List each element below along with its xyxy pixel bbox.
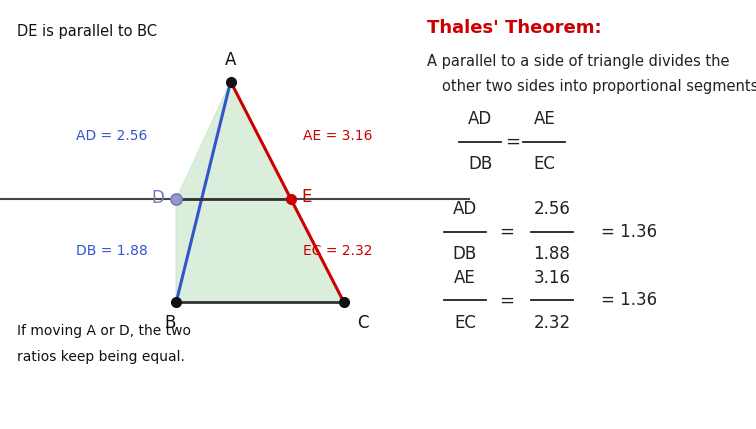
Polygon shape <box>176 82 344 302</box>
Text: DB = 1.88: DB = 1.88 <box>76 244 147 258</box>
Text: E: E <box>301 188 311 206</box>
Text: EC: EC <box>534 155 555 173</box>
Text: DB: DB <box>453 245 477 263</box>
Text: D: D <box>151 189 164 207</box>
Text: = 1.36: = 1.36 <box>601 223 657 241</box>
Text: 3.16: 3.16 <box>534 269 570 287</box>
Text: DB: DB <box>468 155 492 173</box>
Text: A: A <box>225 51 237 69</box>
Text: = 1.36: = 1.36 <box>601 291 657 309</box>
Text: =: = <box>499 291 514 309</box>
Text: AD: AD <box>468 110 492 128</box>
Text: AE: AE <box>534 110 555 128</box>
Text: C: C <box>358 314 369 332</box>
Text: other two sides into proportional segments.: other two sides into proportional segmen… <box>442 79 756 94</box>
Text: EC = 2.32: EC = 2.32 <box>303 244 373 258</box>
Text: 2.32: 2.32 <box>533 314 571 332</box>
Text: 2.56: 2.56 <box>534 200 570 218</box>
Text: AD: AD <box>453 200 477 218</box>
Text: If moving A or D, the two: If moving A or D, the two <box>17 324 191 338</box>
Text: =: = <box>505 133 519 151</box>
Text: A parallel to a side of triangle divides the: A parallel to a side of triangle divides… <box>427 54 730 69</box>
Text: Thales' Theorem:: Thales' Theorem: <box>427 19 602 37</box>
Text: B: B <box>164 314 176 332</box>
Text: =: = <box>499 223 514 241</box>
Text: AD = 2.56: AD = 2.56 <box>76 129 147 143</box>
Text: 1.88: 1.88 <box>534 245 570 263</box>
Text: EC: EC <box>454 314 476 332</box>
Text: DE is parallel to BC: DE is parallel to BC <box>17 24 156 39</box>
Text: AE: AE <box>454 269 476 287</box>
Text: AE = 3.16: AE = 3.16 <box>303 129 373 143</box>
Text: ratios keep being equal.: ratios keep being equal. <box>17 350 184 364</box>
